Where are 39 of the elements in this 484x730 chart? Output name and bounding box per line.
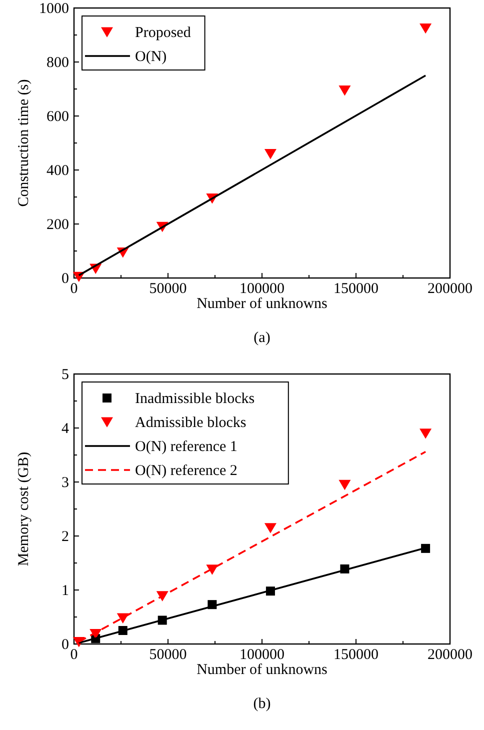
y-tick-label: 4 — [62, 421, 70, 437]
point — [264, 523, 276, 534]
text: (b) — [253, 696, 271, 712]
y-tick-label: 800 — [46, 55, 69, 71]
y-axis-title: Memory cost (GB) — [16, 452, 32, 566]
x-tick-label: 150000 — [334, 281, 378, 297]
point — [420, 428, 432, 439]
y-tick-label: 2 — [62, 529, 69, 545]
text: (a) — [254, 330, 270, 346]
point — [420, 23, 432, 34]
point — [338, 86, 351, 96]
x-tick-label: 50000 — [149, 647, 187, 663]
y-tick-label: 200 — [46, 217, 69, 233]
x-tick-label: 200000 — [428, 281, 472, 297]
x-tick-label: 50000 — [149, 281, 187, 297]
point — [338, 480, 351, 490]
y-tick-label: 3 — [62, 475, 69, 491]
x-axis-title: Number of unknowns — [196, 296, 328, 312]
y-tick-label: 1 — [62, 583, 69, 599]
point — [206, 564, 218, 575]
x-tick-label: 200000 — [428, 647, 472, 663]
x-axis-title: Number of unknowns — [196, 662, 328, 678]
y-tick-label: 600 — [46, 109, 69, 125]
y-tick-label: 0 — [62, 271, 69, 287]
legend-label: Proposed — [135, 25, 192, 41]
x-tick-label: 100000 — [240, 281, 284, 297]
y-tick-label: 5 — [62, 367, 69, 383]
legend-label: Inadmissible blocks — [135, 391, 255, 407]
y-tick-label: 400 — [46, 163, 69, 179]
legend-label: O(N) — [135, 49, 167, 65]
x-tick-label: 100000 — [240, 647, 284, 663]
legend-label: Admissible blocks — [135, 415, 246, 431]
y-axis-title: Construction time (s) — [16, 79, 32, 207]
point — [264, 149, 276, 160]
y-tick-label: 0 — [62, 637, 69, 653]
x-tick-label: 150000 — [334, 647, 378, 663]
legend-label: O(N) reference 2 — [135, 463, 238, 479]
y-tick-label: 1000 — [39, 1, 69, 17]
legend-label: O(N) reference 1 — [135, 439, 238, 455]
